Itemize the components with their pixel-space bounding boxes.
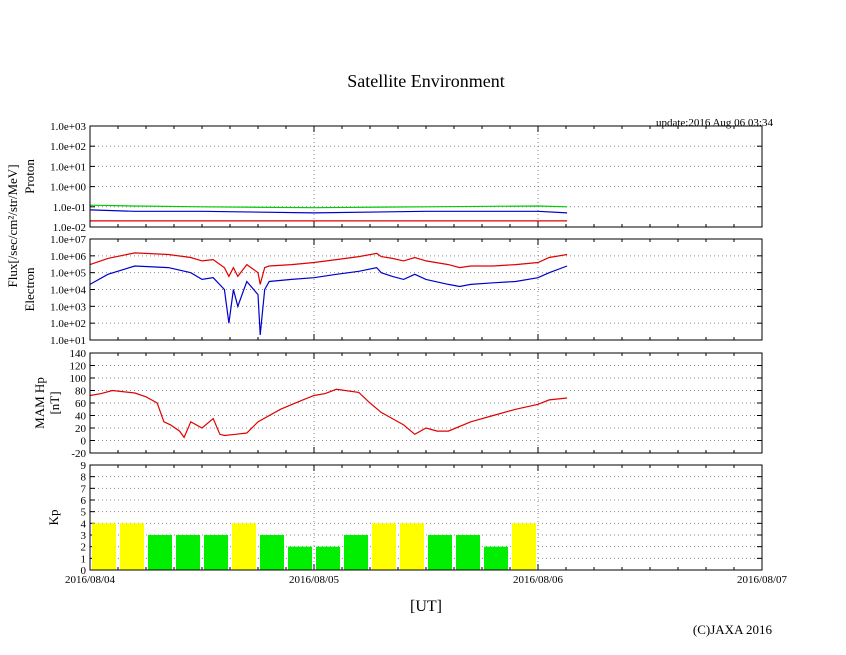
y-tick-label: 1.0e+05 xyxy=(50,268,86,280)
y-tick-label: 9 xyxy=(81,460,87,472)
y-tick-label: 1.0e+00 xyxy=(50,182,86,194)
y-tick-label: 80 xyxy=(75,386,87,398)
panel-ylabel: Proton xyxy=(22,159,37,194)
y-tick-label: 1.0e-02 xyxy=(53,222,86,234)
y-tick-label: 1.0e+02 xyxy=(50,318,86,330)
series-line-red xyxy=(89,252,568,285)
y-tick-label: 1.0e+01 xyxy=(50,335,86,347)
y-tick-label: 100 xyxy=(70,373,87,385)
y-tick-label: 2 xyxy=(81,542,87,554)
series-line-red xyxy=(89,388,568,439)
kp-bar xyxy=(428,535,452,570)
panel-frame xyxy=(89,464,763,571)
kp-bar xyxy=(372,523,396,570)
panel-electron: 1.0e+01 1.0e+02 1.0e+03 1.0e+04 1.0e+05 1.0e+… xyxy=(22,234,763,347)
series-line-green xyxy=(89,204,568,209)
panel-ylabel: Electron xyxy=(22,267,37,312)
x-tick-labels: 2016/08/04 2016/08/05 2016/08/06 2016/08… xyxy=(65,574,788,586)
x-tick-label: 2016/08/05 xyxy=(289,574,340,586)
kp-bar xyxy=(344,535,368,570)
panel-ylabel: MAM Hp xyxy=(32,377,47,429)
series-line-blue xyxy=(89,209,568,214)
flux-ylabel: Flux[/sec/cm²/str/MeV] xyxy=(5,164,20,287)
x-axis-label: [UT] xyxy=(410,598,442,615)
y-tick-label: 1.0e+03 xyxy=(50,301,86,313)
copyright: (C)JAXA 2016 xyxy=(693,622,773,637)
kp-bar xyxy=(148,535,172,570)
panel-proton: 1.0e-02 1.0e-01 1.0e+00 1.0e+01 1.0e+02 1.0e+… xyxy=(22,121,763,234)
y-tick-label: 1.0e+02 xyxy=(50,141,86,153)
kp-bar xyxy=(316,546,340,570)
x-tick-label: 2016/08/06 xyxy=(513,574,564,586)
y-tick-label: 1.0e+04 xyxy=(50,285,86,297)
y-tick-label: 120 xyxy=(70,361,87,373)
kp-bar xyxy=(92,523,116,570)
kp-bar xyxy=(120,523,144,570)
y-tick-label: 1.0e+07 xyxy=(50,234,86,246)
kp-bar xyxy=(400,523,424,570)
panels: 1.0e-021.0e-011.0e+001.0e+011.0e+021.0e+… xyxy=(22,121,763,577)
panel-ylabel: [nT] xyxy=(47,391,62,414)
kp-bar xyxy=(176,535,200,570)
kp-bar xyxy=(260,535,284,570)
update-label: update:2016 Aug 06 03:34 xyxy=(656,117,774,129)
y-tick-label: 5 xyxy=(81,507,87,519)
y-tick-label: 1.0e-01 xyxy=(53,202,86,214)
y-tick-label: 60 xyxy=(75,398,87,410)
kp-bar xyxy=(204,535,228,570)
kp-bar xyxy=(484,546,508,570)
y-tick-label: 4 xyxy=(81,518,87,530)
panel-frame xyxy=(89,352,763,454)
y-tick-label: 40 xyxy=(75,411,87,423)
x-tick-label: 2016/08/04 xyxy=(65,574,116,586)
y-tick-label: 0 xyxy=(81,436,87,448)
y-tick-label: 8 xyxy=(81,472,87,484)
y-tick-label: 3 xyxy=(81,530,87,542)
y-tick-label: -20 xyxy=(71,448,86,460)
y-tick-label: 1.0e+06 xyxy=(50,251,86,263)
panel-frame xyxy=(89,238,763,341)
kp-bar xyxy=(512,523,536,570)
kp-bar xyxy=(232,523,256,570)
y-tick-label: 0 xyxy=(81,565,87,577)
kp-bar xyxy=(288,546,312,570)
y-tick-label: 20 xyxy=(75,423,87,435)
panel-frame xyxy=(89,125,763,228)
series-line-blue xyxy=(89,265,568,335)
panel-ylabel: Kp xyxy=(46,510,61,526)
y-tick-label: 140 xyxy=(70,348,87,360)
y-tick-label: 1 xyxy=(81,553,87,565)
y-tick-label: 7 xyxy=(81,483,87,495)
kp-bar xyxy=(456,535,480,570)
chart-title: Satellite Environment xyxy=(347,71,504,91)
y-tick-label: 6 xyxy=(81,495,87,507)
y-tick-label: 1.0e+03 xyxy=(50,121,86,133)
x-tick-label: 2016/08/07 xyxy=(737,574,788,586)
y-tick-label: 1.0e+01 xyxy=(50,161,86,173)
